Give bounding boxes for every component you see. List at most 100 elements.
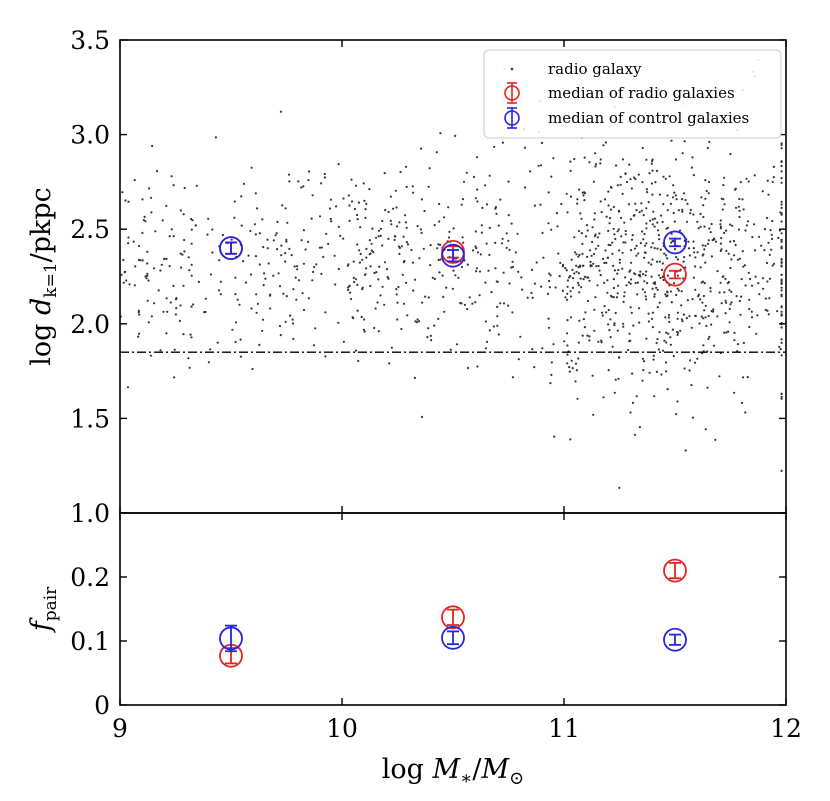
radio-galaxy-point — [711, 239, 714, 242]
radio-galaxy-point — [542, 256, 545, 259]
radio-median-point-marker — [663, 262, 687, 287]
radio-galaxy-point — [709, 231, 712, 234]
radio-galaxy-point — [673, 247, 677, 251]
radio-galaxy-point — [395, 288, 398, 291]
radio-galaxy-point — [661, 262, 665, 265]
radio-galaxy-point — [187, 357, 190, 360]
radio-galaxy-point — [137, 311, 140, 314]
radio-galaxy-point — [768, 277, 772, 280]
radio-galaxy-point — [384, 209, 387, 212]
radio-galaxy-point — [696, 220, 699, 223]
radio-galaxy-point — [584, 235, 588, 238]
radio-galaxy-point — [143, 215, 146, 218]
radio-galaxy-point — [356, 283, 359, 286]
radio-galaxy-point — [721, 208, 724, 211]
radio-galaxy-point — [658, 260, 661, 263]
radio-galaxy-point — [233, 200, 236, 203]
radio-galaxy-point — [704, 304, 707, 307]
radio-galaxy-point — [719, 219, 722, 222]
radio-galaxy-point — [492, 325, 495, 328]
radio-galaxy-point — [771, 219, 774, 223]
radio-galaxy-point — [339, 234, 342, 237]
radio-galaxy-point — [183, 250, 186, 253]
radio-galaxy-point — [501, 237, 504, 240]
radio-galaxy-point — [568, 366, 571, 369]
radio-galaxy-point — [666, 209, 669, 212]
radio-galaxy-point — [405, 226, 408, 229]
radio-galaxy-point — [738, 257, 742, 260]
radio-galaxy-point — [651, 311, 655, 314]
radio-galaxy-point — [764, 297, 768, 300]
radio-galaxy-point — [307, 240, 310, 243]
radio-galaxy-point — [239, 355, 242, 358]
radio-galaxy-point — [714, 438, 717, 441]
radio-galaxy-point — [183, 186, 186, 190]
radio-galaxy-point — [707, 337, 710, 340]
radio-galaxy-point — [451, 287, 454, 290]
radio-galaxy-point — [589, 260, 592, 263]
radio-galaxy-point — [611, 345, 614, 348]
control-fpair-point-marker — [219, 626, 243, 651]
radio-galaxy-point — [358, 249, 361, 252]
radio-galaxy-point — [494, 241, 497, 244]
radio-galaxy-point — [704, 197, 707, 200]
radio-galaxy-point — [133, 284, 136, 287]
radio-galaxy-point — [352, 260, 355, 263]
radio-galaxy-point — [742, 376, 745, 379]
radio-galaxy-point — [622, 241, 625, 244]
radio-galaxy-point — [689, 212, 692, 215]
radio-galaxy-point — [325, 232, 328, 235]
radio-galaxy-point — [655, 286, 658, 289]
radio-galaxy-point — [629, 282, 632, 285]
radio-galaxy-point — [296, 265, 299, 268]
radio-galaxy-point — [724, 277, 727, 280]
radio-galaxy-point — [780, 147, 783, 150]
radio-galaxy-point — [566, 319, 569, 322]
radio-galaxy-point — [188, 269, 191, 272]
radio-galaxy-point — [594, 165, 597, 168]
radio-galaxy-point — [554, 286, 557, 289]
radio-galaxy-point — [702, 215, 705, 219]
radio-galaxy-point — [500, 242, 504, 245]
radio-galaxy-point — [369, 265, 372, 268]
radio-galaxy-point — [707, 314, 710, 318]
legend-radio-marker — [504, 85, 520, 101]
radio-galaxy-point — [597, 244, 600, 247]
radio-galaxy-point — [705, 324, 708, 328]
radio-galaxy-point — [349, 291, 352, 294]
radio-galaxy-point — [573, 272, 576, 275]
radio-galaxy-point — [591, 226, 594, 229]
radio-galaxy-point — [182, 284, 185, 287]
radio-galaxy-point — [280, 244, 283, 247]
radio-galaxy-point — [604, 249, 607, 252]
radio-galaxy-point — [780, 289, 783, 292]
radio-galaxy-point — [650, 317, 654, 320]
radio-galaxy-point — [675, 256, 678, 259]
radio-galaxy-point — [682, 192, 686, 195]
radio-galaxy-point — [517, 270, 520, 273]
radio-galaxy-point — [624, 233, 627, 236]
radio-galaxy-point — [677, 289, 681, 292]
radio-galaxy-point — [230, 238, 233, 241]
radio-galaxy-point — [566, 332, 569, 335]
radio-galaxy-point — [364, 208, 367, 211]
radio-galaxy-point — [778, 229, 782, 232]
radio-galaxy-point — [239, 338, 242, 341]
radio-galaxy-point — [732, 239, 736, 243]
x-tick-label: 11 — [548, 714, 580, 743]
radio-galaxy-point — [658, 301, 661, 304]
radio-galaxy-point — [723, 203, 726, 206]
radio-galaxy-point — [623, 221, 626, 224]
radio-galaxy-point — [592, 262, 595, 265]
radio-galaxy-point — [666, 290, 669, 293]
radio-galaxy-point — [645, 337, 648, 340]
radio-galaxy-point — [564, 296, 567, 299]
control-fpair-point — [441, 625, 465, 650]
radio-galaxy-point — [712, 310, 715, 313]
radio-galaxy-point — [630, 278, 633, 281]
radio-galaxy-point — [437, 317, 440, 320]
radio-galaxy-point — [596, 284, 599, 287]
radio-galaxy-point — [766, 179, 769, 182]
radio-galaxy-point — [488, 226, 491, 229]
radio-galaxy-point — [576, 198, 579, 201]
